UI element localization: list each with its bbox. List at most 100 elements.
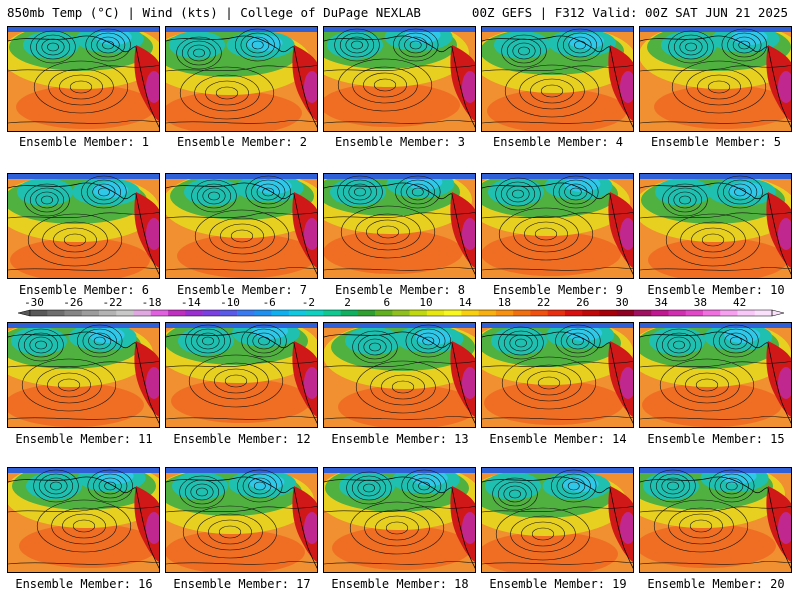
temperature-field bbox=[488, 178, 544, 206]
temperature-field bbox=[640, 468, 791, 473]
colorbar-swatch bbox=[495, 310, 514, 316]
temperature-field bbox=[778, 71, 791, 103]
ensemble-member-map bbox=[481, 467, 634, 573]
colorbar-swatch bbox=[530, 310, 548, 316]
temperature-field bbox=[178, 327, 234, 355]
temperature-field bbox=[643, 472, 699, 500]
coastline bbox=[8, 182, 159, 275]
temperature-field bbox=[324, 323, 475, 328]
colorbar-tick-label: 10 bbox=[419, 296, 432, 309]
temperature-field bbox=[620, 512, 633, 544]
ensemble-member-label: Ensemble Member: 1 bbox=[18, 135, 150, 149]
colorbar-swatch bbox=[64, 310, 83, 316]
temperature-field bbox=[482, 532, 618, 572]
colorbar-tick-label: -14 bbox=[181, 296, 201, 309]
ensemble-member-map bbox=[165, 467, 318, 573]
ensemble-member-map bbox=[165, 173, 318, 279]
contour-lines bbox=[166, 28, 317, 124]
temperature-field bbox=[166, 468, 317, 473]
contour-lines bbox=[482, 469, 633, 565]
coastline bbox=[166, 35, 317, 128]
contour-lines bbox=[166, 469, 317, 565]
colorbar-swatch bbox=[202, 310, 221, 316]
contour-lines bbox=[8, 28, 159, 124]
colorbar-swatch bbox=[375, 310, 393, 316]
temperature-field bbox=[568, 33, 604, 49]
run-valid-time: 00Z GEFS | F312 Valid: 00Z SAT JUN 21 20… bbox=[471, 5, 788, 20]
colorbar-swatch bbox=[599, 310, 617, 316]
colorbar-swatch bbox=[271, 310, 290, 316]
coastline bbox=[482, 182, 633, 275]
temperature-field bbox=[654, 85, 791, 129]
ensemble-member-label: Ensemble Member: 12 bbox=[173, 432, 311, 446]
colorbar-tick-label: -30 bbox=[24, 296, 44, 309]
temperature-field bbox=[8, 468, 159, 473]
ensemble-member-label: Ensemble Member: 9 bbox=[492, 283, 624, 297]
temperature-field bbox=[338, 385, 475, 427]
ensemble-member-map bbox=[323, 467, 476, 573]
ensemble-member-map bbox=[481, 26, 634, 132]
temperature-field bbox=[324, 174, 475, 179]
colorbar-swatch bbox=[133, 310, 152, 316]
coastline bbox=[324, 35, 475, 128]
temperature-field bbox=[146, 218, 159, 250]
colorbar-swatch bbox=[357, 310, 376, 316]
temperature-field bbox=[640, 524, 776, 568]
ensemble-member-map bbox=[639, 467, 792, 573]
contour-lines bbox=[482, 324, 633, 420]
colorbar-swatch bbox=[47, 310, 65, 316]
colorbar-tick-label: 22 bbox=[537, 296, 550, 309]
temperature-field bbox=[491, 327, 547, 355]
ensemble-member-label: Ensemble Member: 7 bbox=[176, 283, 308, 297]
ensemble-member-label: Ensemble Member: 17 bbox=[173, 577, 311, 591]
temperature-field bbox=[166, 174, 317, 179]
temperature-field bbox=[462, 367, 475, 399]
ensemble-member-map bbox=[7, 322, 160, 428]
ensemble-member-label: Ensemble Member: 4 bbox=[492, 135, 624, 149]
temperature-field bbox=[324, 27, 475, 32]
colorbar-tick-label: 42 bbox=[733, 296, 746, 309]
contour-lines bbox=[166, 324, 317, 420]
coastline bbox=[482, 476, 633, 569]
colorbar-swatch bbox=[150, 310, 169, 316]
temperature-field bbox=[642, 383, 782, 427]
colorbar-tick-label: -18 bbox=[142, 296, 162, 309]
colorbar-swatch bbox=[219, 310, 238, 316]
coastline bbox=[482, 331, 633, 424]
ensemble-member-map bbox=[165, 322, 318, 428]
temperature-field bbox=[620, 367, 633, 399]
colorbar-swatch bbox=[754, 310, 773, 316]
temperature-field bbox=[8, 323, 159, 328]
contour-lines bbox=[8, 175, 159, 271]
ensemble-member-map bbox=[7, 467, 160, 573]
colorbar-tick-label: 6 bbox=[383, 296, 390, 309]
temperature-field bbox=[727, 182, 764, 198]
colorbar-swatch bbox=[116, 310, 134, 316]
ensemble-member-label: Ensemble Member: 10 bbox=[647, 283, 785, 297]
colorbar-swatch bbox=[478, 310, 497, 316]
temperature-field bbox=[462, 218, 475, 250]
colorbar-tick-label: -6 bbox=[263, 296, 276, 309]
coastline bbox=[640, 476, 791, 569]
contour-lines bbox=[8, 324, 159, 420]
temperature-field bbox=[484, 381, 624, 425]
temperature-field bbox=[339, 472, 395, 500]
colorbar-tick-label: -26 bbox=[63, 296, 83, 309]
temperature-field bbox=[324, 230, 463, 274]
temperature-field bbox=[166, 27, 317, 32]
colorbar-swatch bbox=[426, 310, 445, 316]
colorbar-swatch bbox=[616, 310, 635, 316]
colorbar-swatch bbox=[444, 310, 462, 316]
temperature-field bbox=[304, 512, 317, 544]
coastline bbox=[640, 331, 791, 424]
ensemble-member-map bbox=[639, 173, 792, 279]
colorbar-tick-label: 18 bbox=[498, 296, 511, 309]
ensemble-member-map bbox=[7, 173, 160, 279]
temperature-field bbox=[324, 468, 475, 473]
temperature-field bbox=[8, 383, 144, 427]
contour-lines bbox=[324, 324, 475, 420]
colorbar-swatch bbox=[547, 310, 566, 316]
ensemble-member-map bbox=[639, 26, 792, 132]
temperature-field bbox=[778, 367, 791, 399]
temperature-field bbox=[146, 71, 159, 103]
